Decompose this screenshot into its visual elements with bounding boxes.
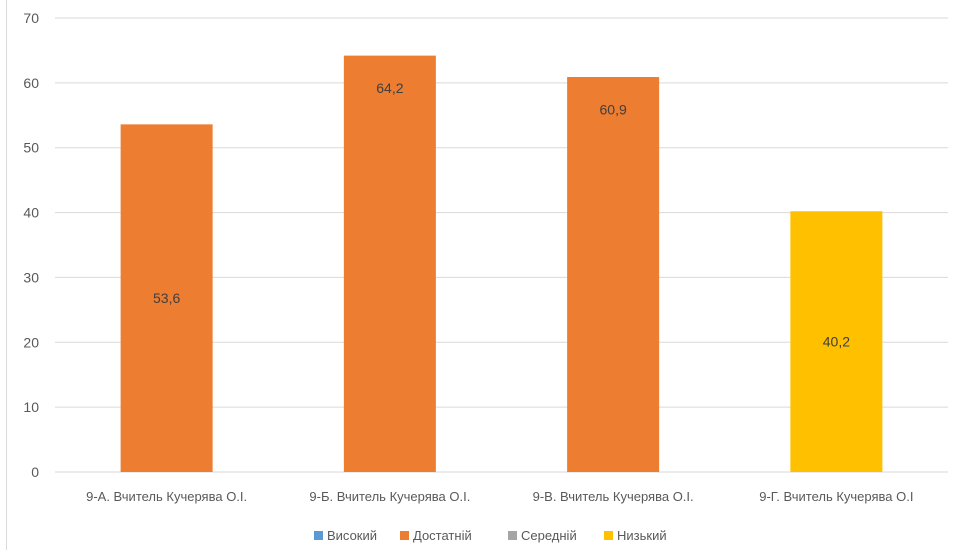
y-tick-label: 50 (23, 140, 39, 156)
y-tick-label: 70 (23, 10, 39, 26)
chart-left-border (6, 0, 7, 550)
x-category-label: 9-Г. Вчитель Кучерява О.І (759, 489, 913, 504)
x-category-label: 9-А. Вчитель Кучерява О.І. (86, 489, 247, 504)
legend-layer: Високий Достатній Середній Низький (314, 528, 667, 543)
data-label: 53,6 (153, 290, 180, 306)
bar (343, 55, 436, 473)
y-tick-label: 10 (23, 399, 39, 415)
y-tick-label: 20 (23, 334, 39, 350)
x-category-label: 9-В. Вчитель Кучерява О.І. (533, 489, 694, 504)
bar (790, 211, 883, 472)
data-label: 40,2 (823, 334, 850, 350)
y-tick-label: 30 (23, 269, 39, 285)
legend-label: Середній (521, 528, 577, 543)
legend-marker (314, 531, 323, 540)
legend-label: Достатній (413, 528, 472, 543)
axis-layer: 0 10 20 30 40 50 60 70 9-А. Вчитель Кучерява О.І… (23, 10, 913, 504)
y-tick-label: 0 (31, 464, 39, 480)
legend-label: Низький (617, 528, 667, 543)
legend-marker (508, 531, 517, 540)
legend-marker (400, 531, 409, 540)
bar (120, 124, 213, 472)
label-layer: 53,6 64,2 60,9 40,2 (153, 80, 850, 350)
legend-label: Високий (327, 528, 377, 543)
data-label: 60,9 (600, 101, 627, 117)
bar (567, 77, 660, 473)
x-category-label: 9-Б. Вчитель Кучерява О.І. (309, 489, 470, 504)
legend-marker (604, 531, 613, 540)
bar-layer (120, 55, 883, 473)
data-label: 64,2 (376, 80, 403, 96)
y-tick-label: 60 (23, 75, 39, 91)
y-tick-label: 40 (23, 205, 39, 221)
